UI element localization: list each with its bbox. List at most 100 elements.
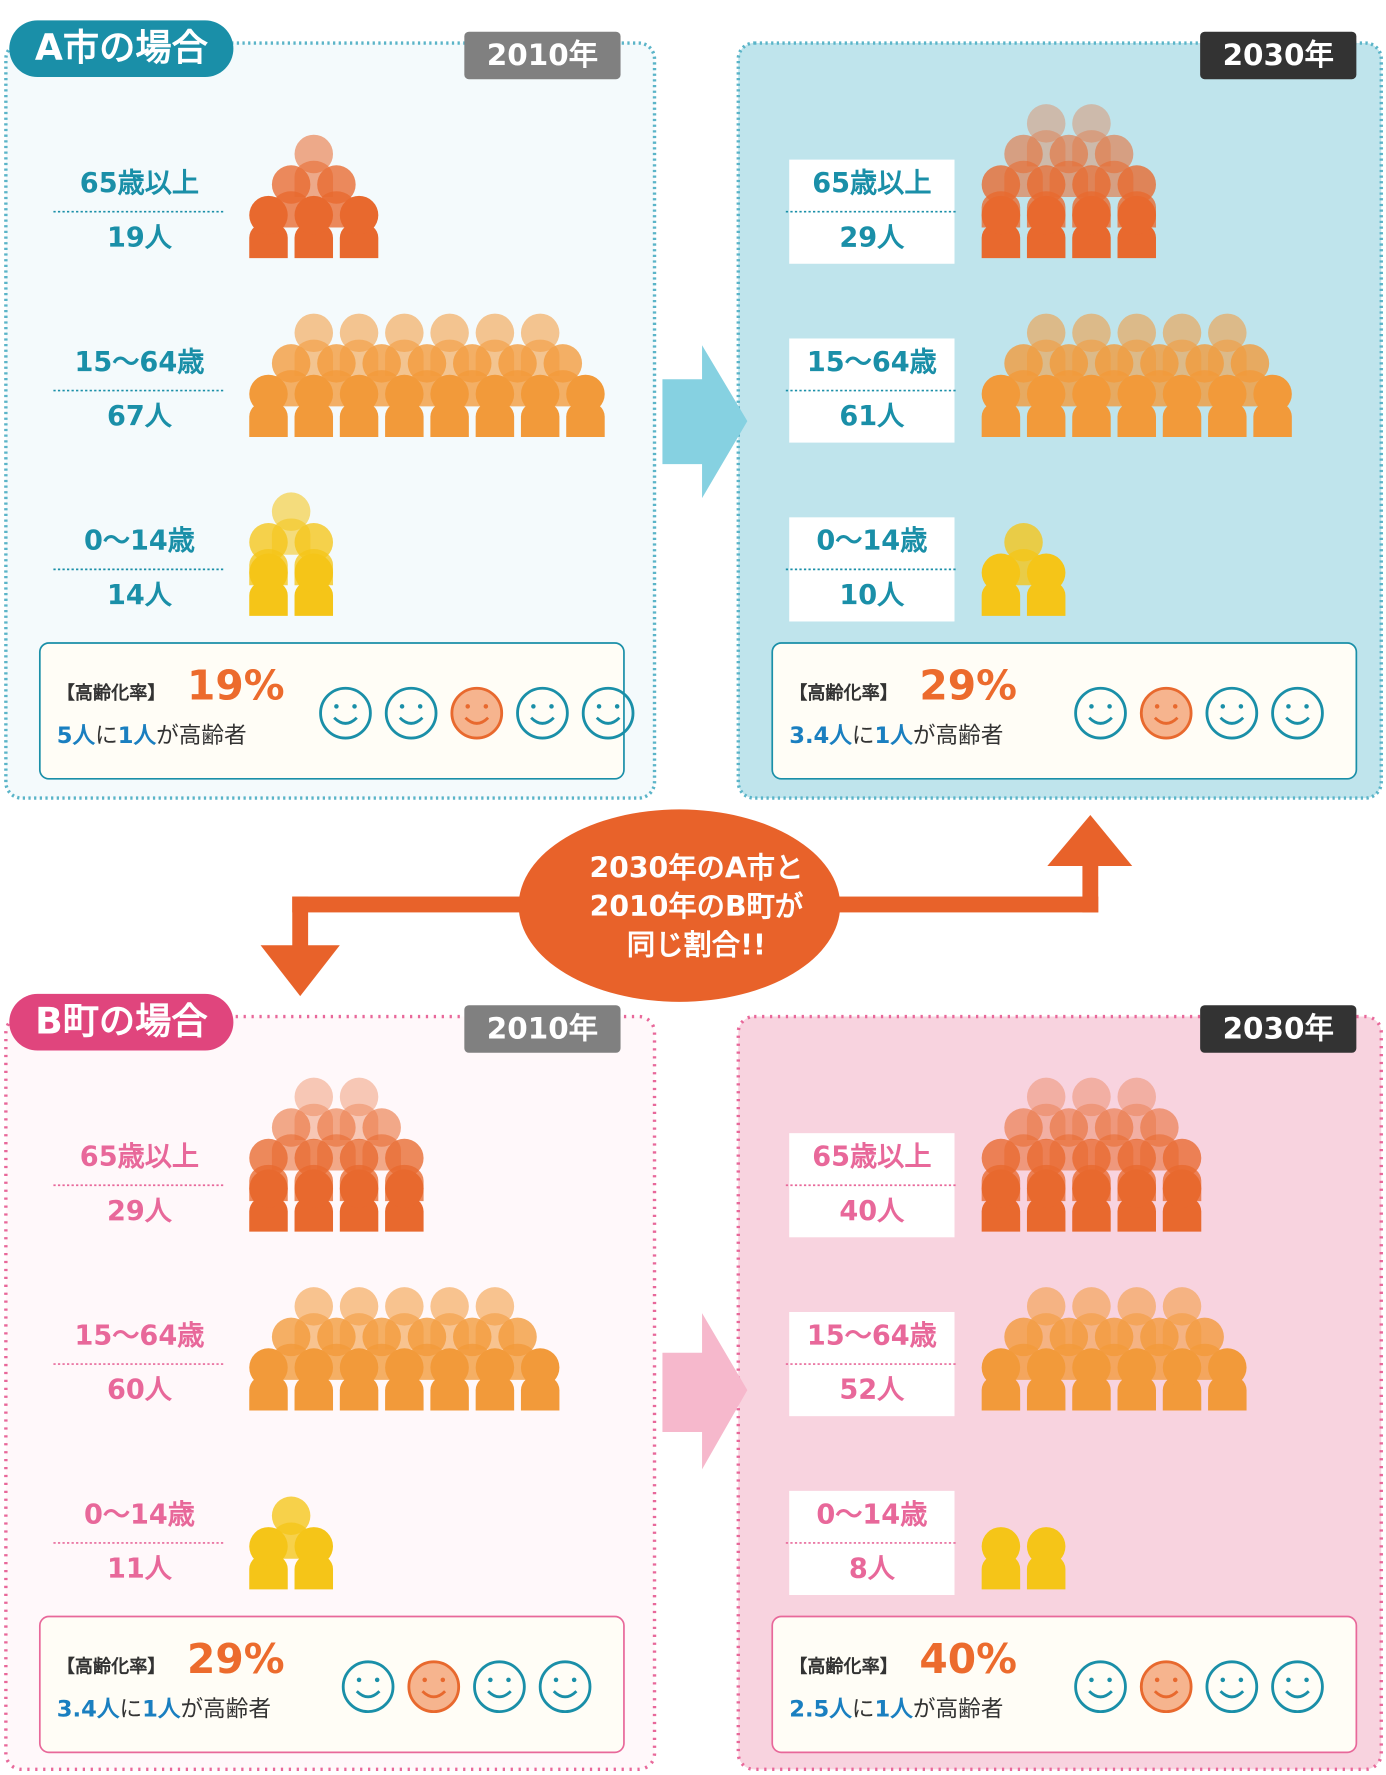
- group-count: 52人: [839, 1375, 905, 1406]
- ratio: 3.4人に1人が高齢者: [57, 1696, 271, 1722]
- person-head: [1027, 1348, 1065, 1386]
- person-head: [1163, 375, 1201, 413]
- person-head: [272, 344, 310, 382]
- person-head: [340, 1287, 378, 1325]
- smiley-eye: [572, 1678, 577, 1683]
- callout-line: 2010年のB町が: [590, 890, 804, 923]
- person-head: [1163, 1169, 1201, 1207]
- ratio: 5人に1人が高齢者: [57, 722, 247, 748]
- person-head: [385, 314, 423, 352]
- rate: 29%: [187, 1635, 285, 1683]
- infographic: A市の場合2010年65歳以上19人15〜64歳67人0〜14歳14人【高齢化率…: [0, 0, 1386, 1775]
- person-head: [1140, 344, 1178, 382]
- smiley-eye: [334, 704, 339, 709]
- smiley: [1141, 688, 1191, 738]
- person-head: [1253, 375, 1291, 413]
- person-head: [521, 314, 559, 352]
- group-label: 65歳以上: [80, 168, 199, 199]
- arrow: [662, 1313, 747, 1469]
- person-head: [1072, 104, 1110, 142]
- person-head: [317, 165, 355, 203]
- person-head: [295, 314, 333, 352]
- smiley-eye: [1089, 704, 1094, 709]
- smiley-eye: [597, 704, 602, 709]
- person-head: [1072, 1348, 1110, 1386]
- person-head: [295, 1527, 333, 1565]
- person-head: [249, 1527, 287, 1565]
- person-head: [340, 375, 378, 413]
- smiley-eye: [488, 1678, 493, 1683]
- callout-line: 同じ割合!!: [627, 928, 766, 961]
- smiley-eye: [1173, 1678, 1178, 1683]
- smiley-eye: [441, 1678, 446, 1683]
- group-label: 0〜14歳: [84, 526, 195, 557]
- person-head: [1118, 1078, 1156, 1116]
- person-head: [1118, 314, 1156, 352]
- person-head: [317, 1108, 355, 1146]
- smiley-eye: [531, 704, 536, 709]
- person-head: [453, 344, 491, 382]
- person-head: [982, 1527, 1020, 1565]
- person-head: [1027, 1078, 1065, 1116]
- person-head: [1027, 196, 1065, 234]
- group-label: 65歳以上: [812, 1142, 931, 1173]
- person-head: [982, 1348, 1020, 1386]
- smiley-eye: [418, 704, 423, 709]
- person-head: [544, 344, 582, 382]
- smiley-eye: [549, 704, 554, 709]
- person-head: [1050, 1318, 1088, 1356]
- ratio-part: 3.4人: [789, 722, 852, 748]
- person-head: [430, 375, 468, 413]
- person-head: [476, 1348, 514, 1386]
- person-head: [340, 1078, 378, 1116]
- ratio-part: が高齢者: [156, 722, 246, 748]
- person-head: [1231, 344, 1269, 382]
- person-head: [1004, 523, 1042, 561]
- person-head: [362, 1108, 400, 1146]
- person-head: [498, 344, 536, 382]
- ratio-part: が高齢者: [913, 722, 1004, 748]
- person-head: [1185, 344, 1223, 382]
- person-head: [476, 375, 514, 413]
- region-title: A市の場合: [35, 26, 209, 69]
- smiley-eye: [615, 704, 620, 709]
- person-head: [272, 492, 310, 530]
- ratio-part: 1人: [118, 722, 157, 748]
- person-head: [1027, 1169, 1065, 1207]
- ratio-part: が高齢者: [181, 1696, 271, 1722]
- person-head: [362, 344, 400, 382]
- person-head: [430, 1287, 468, 1325]
- person-head: [385, 375, 423, 413]
- person-head: [295, 135, 333, 173]
- person-head: [1118, 1348, 1156, 1386]
- group-label: 65歳以上: [812, 168, 931, 199]
- person-head: [317, 344, 355, 382]
- rate-label: 【高齢化率】: [789, 1655, 898, 1677]
- person-head: [1004, 1108, 1042, 1146]
- ratio-part: に: [95, 722, 118, 748]
- person-head: [295, 196, 333, 234]
- smiley-eye: [1107, 704, 1112, 709]
- person-head: [566, 375, 604, 413]
- person-head: [249, 554, 287, 592]
- group-count: 40人: [839, 1196, 905, 1227]
- person-head: [1027, 554, 1065, 592]
- ratio-part: に: [120, 1696, 143, 1722]
- smiley-eye: [1155, 704, 1160, 709]
- smiley-eye: [554, 1678, 559, 1683]
- person-head: [272, 1108, 310, 1146]
- smiley-eye: [1221, 1678, 1226, 1683]
- ratio-part: 1人: [142, 1696, 181, 1722]
- group-count: 11人: [107, 1554, 173, 1585]
- person-head: [1004, 344, 1042, 382]
- person-head: [476, 314, 514, 352]
- ratio: 2.5人に1人が高齢者: [789, 1696, 1003, 1722]
- rate-box: [772, 1617, 1356, 1753]
- person-head: [1027, 314, 1065, 352]
- smiley-eye: [400, 704, 405, 709]
- person-head: [295, 375, 333, 413]
- ratio-part: 1人: [875, 722, 914, 748]
- person-head: [1072, 1169, 1110, 1207]
- group-label: 15〜64歳: [807, 347, 937, 378]
- smiley-eye: [422, 1678, 427, 1683]
